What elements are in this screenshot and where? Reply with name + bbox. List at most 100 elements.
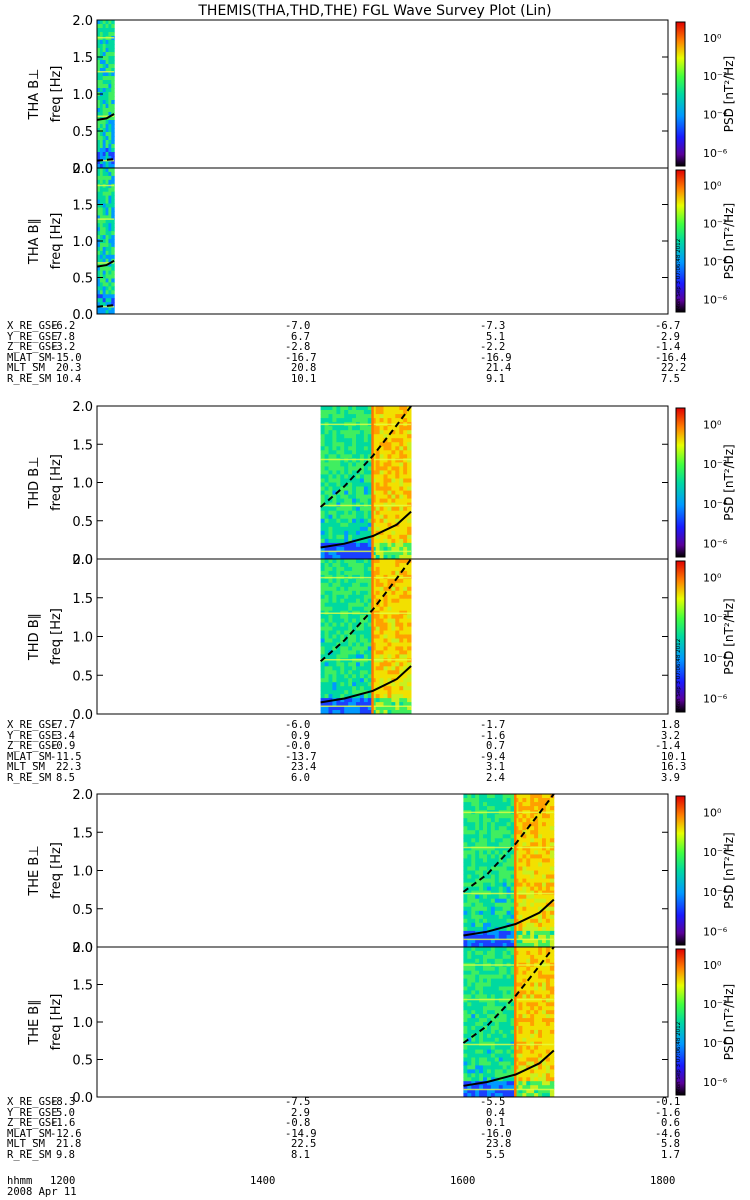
overlay-solid-line — [463, 1049, 555, 1087]
ephemeris-value: -1.6 — [480, 729, 506, 742]
y-tick-label: 1.5 — [72, 826, 93, 841]
ephemeris-row-label: Y_RE_GSE — [7, 729, 58, 742]
ephemeris-value: -16.7 — [285, 351, 317, 364]
ephemeris-value: 8.5 — [56, 771, 75, 784]
y-axis-label: freq [Hz] — [49, 66, 64, 123]
ephemeris-value: 20.8 — [291, 362, 317, 374]
ephemeris-row-label: MLT_SM — [7, 761, 45, 773]
colorbar-tick-label: 10⁻² — [703, 612, 727, 625]
ephemeris-row-label: Z_RE_GSE — [7, 1117, 58, 1129]
colorbar-tick-label: 10⁻² — [703, 70, 727, 83]
ephemeris-value: 2.9 — [661, 330, 680, 343]
y-axis-label: freq [Hz] — [49, 842, 64, 899]
ephemeris-value: -7.5 — [285, 1096, 311, 1108]
y-tick-label: 0.0 — [72, 308, 93, 323]
ephemeris-value: 5.5 — [486, 1148, 505, 1161]
ephemeris-value: 0.9 — [291, 729, 310, 742]
ephemeris-row-label: X_RE_GSE — [7, 719, 58, 731]
ephemeris-value: -1.4 — [655, 341, 681, 353]
colorbar-tick-label: 10⁻⁴ — [703, 886, 728, 899]
y-tick-label: 1.0 — [72, 1016, 93, 1031]
ephemeris-value: -0.0 — [285, 740, 311, 752]
page-title: THEMIS(THA,THD,THE) FGL Wave Survey Plot… — [198, 3, 552, 19]
ephemeris-value: -12.6 — [50, 1127, 82, 1140]
panel-title: THE B⊥ — [27, 845, 42, 896]
plot-frame — [96, 946, 669, 1098]
ephemeris-value: 5.8 — [661, 1138, 680, 1150]
y-tick-label: 0.0 — [72, 1091, 93, 1106]
ephemeris-value: 23.8 — [486, 1138, 512, 1150]
panel-title: THA B⊥ — [27, 69, 42, 121]
ephemeris-value: -9.4 — [480, 750, 506, 763]
overlay-solid-line — [463, 898, 555, 937]
spectrogram-tha-bpar — [97, 168, 115, 315]
colorbar-tick-label: 10⁻² — [703, 846, 727, 859]
ephemeris-row-label: MLAT_SM — [7, 351, 52, 364]
time-tick-label: 1400 — [250, 1175, 276, 1187]
y-axis-label: freq [Hz] — [49, 213, 64, 270]
ephemeris-value: 0.1 — [486, 1117, 505, 1129]
colorbar — [675, 169, 686, 313]
y-tick-label: 2.0 — [72, 162, 93, 177]
y-tick-label: 0.5 — [72, 903, 93, 918]
overlay-dashed-line — [462, 946, 555, 1044]
ephemeris-value: 0.6 — [661, 1117, 680, 1129]
colorbar-label: PSD [nT²/Hz] — [722, 203, 736, 279]
ephemeris-row-label: MLAT_SM — [7, 750, 52, 763]
ephemeris-value: 0.7 — [486, 740, 505, 752]
overlay-dashed-line — [462, 793, 555, 893]
date-label: 2008 Apr 11 — [7, 1186, 77, 1198]
colorbar — [675, 560, 686, 713]
y-tick-label: 0.5 — [72, 272, 93, 287]
y-tick-label: 2.0 — [72, 400, 93, 415]
ephemeris-row-label: Z_RE_GSE — [7, 740, 58, 752]
ephemeris-value: 2.4 — [486, 771, 505, 784]
ephemeris-value: -11.5 — [50, 750, 82, 763]
colorbar-tick-label: 10⁻⁶ — [703, 538, 728, 551]
colorbar-tick-label: 10⁰ — [703, 180, 722, 193]
ephemeris-row-label: R_RE_SM — [7, 1148, 52, 1161]
ephemeris-value: 22.5 — [291, 1138, 317, 1150]
y-tick-label: 1.5 — [72, 979, 93, 994]
ephemeris-row-label: Z_RE_GSE — [7, 341, 58, 353]
colorbar-tick-label: 10⁻⁶ — [703, 693, 728, 706]
ephemeris-value: 3.1 — [486, 761, 505, 773]
y-tick-label: 1.5 — [72, 438, 93, 453]
ephemeris-value: 8.1 — [291, 1148, 310, 1161]
ephemeris-value: 21.8 — [56, 1138, 82, 1150]
overlay-dashed-line — [96, 158, 115, 162]
ephemeris-value: -1.6 — [50, 1117, 76, 1129]
panel-title: THD B⊥ — [27, 456, 42, 509]
ephemeris-value: -1.6 — [655, 1106, 681, 1119]
ephemeris-row-label: X_RE_GSE — [7, 320, 58, 332]
ephemeris-value: 20.3 — [56, 362, 82, 374]
y-axis-label: freq [Hz] — [49, 454, 64, 511]
panel-title: THD B∥ — [27, 613, 42, 661]
overlay-dashed-line — [96, 304, 115, 308]
spectrogram-tha-bperp — [97, 20, 115, 169]
overlay-dashed-line — [319, 558, 412, 663]
ephemeris-value: -13.7 — [285, 750, 317, 763]
y-tick-label: 0.5 — [72, 125, 93, 140]
y-tick-label: 1.5 — [72, 51, 93, 66]
y-tick-label: 2.0 — [72, 553, 93, 568]
ephemeris-value: 23.4 — [291, 761, 317, 773]
ephemeris-value: -14.9 — [285, 1127, 317, 1140]
y-tick-label: 0.0 — [72, 162, 93, 177]
ephemeris-row-label: R_RE_SM — [7, 372, 52, 385]
ephemeris-row-label: R_RE_SM — [7, 771, 52, 784]
ephemeris-value: -5.5 — [480, 1096, 506, 1108]
colorbar-tick-label: 10⁻² — [703, 458, 727, 471]
colorbar-tick-label: 10⁻² — [703, 998, 727, 1011]
y-tick-label: 1.0 — [72, 477, 93, 492]
colorbar — [675, 407, 686, 558]
colorbar-tick-label: 10⁻⁶ — [703, 926, 728, 939]
panel-title: THA B∥ — [27, 218, 42, 265]
y-tick-label: 0.5 — [72, 669, 93, 684]
colorbar-tick-label: 10⁰ — [703, 959, 722, 972]
ephemeris-value: 10.1 — [661, 750, 687, 763]
panel-title: THE B∥ — [27, 999, 42, 1045]
y-tick-label: 0.0 — [72, 941, 93, 956]
y-tick-label: 2.0 — [72, 788, 93, 803]
